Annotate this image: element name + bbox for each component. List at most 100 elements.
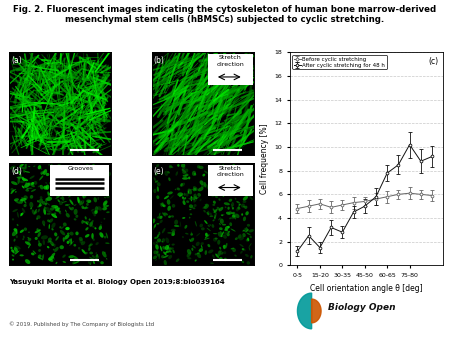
Ellipse shape	[195, 253, 197, 255]
Ellipse shape	[38, 240, 40, 244]
Ellipse shape	[14, 200, 20, 204]
Ellipse shape	[25, 182, 27, 184]
Ellipse shape	[93, 181, 98, 185]
Ellipse shape	[190, 233, 193, 236]
Ellipse shape	[224, 229, 228, 231]
Ellipse shape	[243, 248, 246, 251]
Ellipse shape	[197, 165, 200, 168]
Ellipse shape	[62, 201, 67, 203]
Ellipse shape	[53, 254, 54, 260]
Ellipse shape	[225, 243, 227, 249]
Ellipse shape	[185, 173, 189, 176]
Ellipse shape	[86, 227, 89, 231]
Ellipse shape	[223, 189, 225, 191]
Ellipse shape	[17, 224, 18, 226]
Ellipse shape	[155, 259, 157, 261]
Ellipse shape	[215, 191, 219, 194]
Ellipse shape	[153, 189, 157, 193]
Ellipse shape	[65, 210, 67, 213]
Ellipse shape	[230, 217, 235, 219]
Ellipse shape	[104, 202, 107, 205]
Ellipse shape	[221, 215, 223, 216]
Ellipse shape	[207, 224, 210, 227]
Ellipse shape	[245, 229, 249, 233]
Ellipse shape	[244, 206, 248, 209]
Ellipse shape	[36, 215, 40, 219]
Ellipse shape	[245, 211, 249, 215]
Polygon shape	[297, 293, 311, 329]
Ellipse shape	[227, 175, 231, 179]
Ellipse shape	[219, 182, 221, 183]
Ellipse shape	[26, 188, 29, 190]
Ellipse shape	[223, 251, 226, 254]
Ellipse shape	[230, 165, 233, 167]
Ellipse shape	[45, 182, 47, 184]
Ellipse shape	[218, 250, 222, 252]
Ellipse shape	[28, 238, 32, 241]
Ellipse shape	[197, 252, 200, 254]
Ellipse shape	[199, 180, 204, 185]
Ellipse shape	[172, 231, 175, 236]
Ellipse shape	[220, 214, 225, 216]
Ellipse shape	[210, 262, 214, 264]
Ellipse shape	[52, 174, 56, 180]
Ellipse shape	[27, 188, 32, 189]
Ellipse shape	[51, 253, 55, 258]
Ellipse shape	[85, 168, 88, 170]
Ellipse shape	[246, 173, 250, 179]
Ellipse shape	[72, 166, 75, 170]
Ellipse shape	[189, 217, 190, 218]
Ellipse shape	[167, 206, 171, 211]
Ellipse shape	[54, 207, 56, 210]
Ellipse shape	[169, 165, 172, 168]
Ellipse shape	[234, 190, 237, 192]
Ellipse shape	[207, 184, 208, 189]
Ellipse shape	[59, 226, 61, 228]
Ellipse shape	[247, 224, 250, 227]
Ellipse shape	[31, 182, 34, 185]
Ellipse shape	[187, 252, 191, 257]
Ellipse shape	[66, 213, 70, 218]
Ellipse shape	[193, 198, 195, 200]
Ellipse shape	[248, 229, 254, 233]
Ellipse shape	[30, 207, 32, 210]
Ellipse shape	[81, 191, 85, 194]
Ellipse shape	[10, 188, 14, 191]
Ellipse shape	[212, 219, 215, 221]
Ellipse shape	[55, 208, 60, 211]
Ellipse shape	[80, 238, 83, 244]
Ellipse shape	[51, 205, 58, 208]
Ellipse shape	[95, 252, 97, 254]
Ellipse shape	[177, 192, 183, 196]
Ellipse shape	[207, 212, 209, 215]
Ellipse shape	[225, 229, 228, 232]
Ellipse shape	[67, 167, 69, 171]
Ellipse shape	[207, 166, 212, 171]
Ellipse shape	[23, 167, 27, 171]
Ellipse shape	[155, 172, 157, 176]
Ellipse shape	[165, 250, 171, 253]
Ellipse shape	[164, 195, 169, 199]
Ellipse shape	[47, 192, 49, 195]
Ellipse shape	[25, 241, 31, 246]
Ellipse shape	[20, 198, 27, 201]
Ellipse shape	[164, 260, 167, 265]
Ellipse shape	[57, 182, 62, 185]
Ellipse shape	[204, 182, 206, 188]
Ellipse shape	[168, 208, 171, 210]
Ellipse shape	[23, 236, 25, 239]
Ellipse shape	[152, 218, 155, 223]
Ellipse shape	[84, 178, 87, 180]
Ellipse shape	[198, 193, 201, 197]
Ellipse shape	[24, 201, 27, 203]
Ellipse shape	[201, 227, 205, 230]
Ellipse shape	[50, 241, 54, 246]
Text: (c): (c)	[428, 57, 439, 66]
Ellipse shape	[14, 246, 21, 249]
Ellipse shape	[78, 199, 81, 202]
Text: © 2019. Published by The Company of Biologists Ltd: © 2019. Published by The Company of Biol…	[9, 322, 154, 328]
Ellipse shape	[42, 201, 45, 205]
Ellipse shape	[165, 238, 169, 243]
Ellipse shape	[39, 229, 40, 231]
Ellipse shape	[223, 195, 224, 197]
